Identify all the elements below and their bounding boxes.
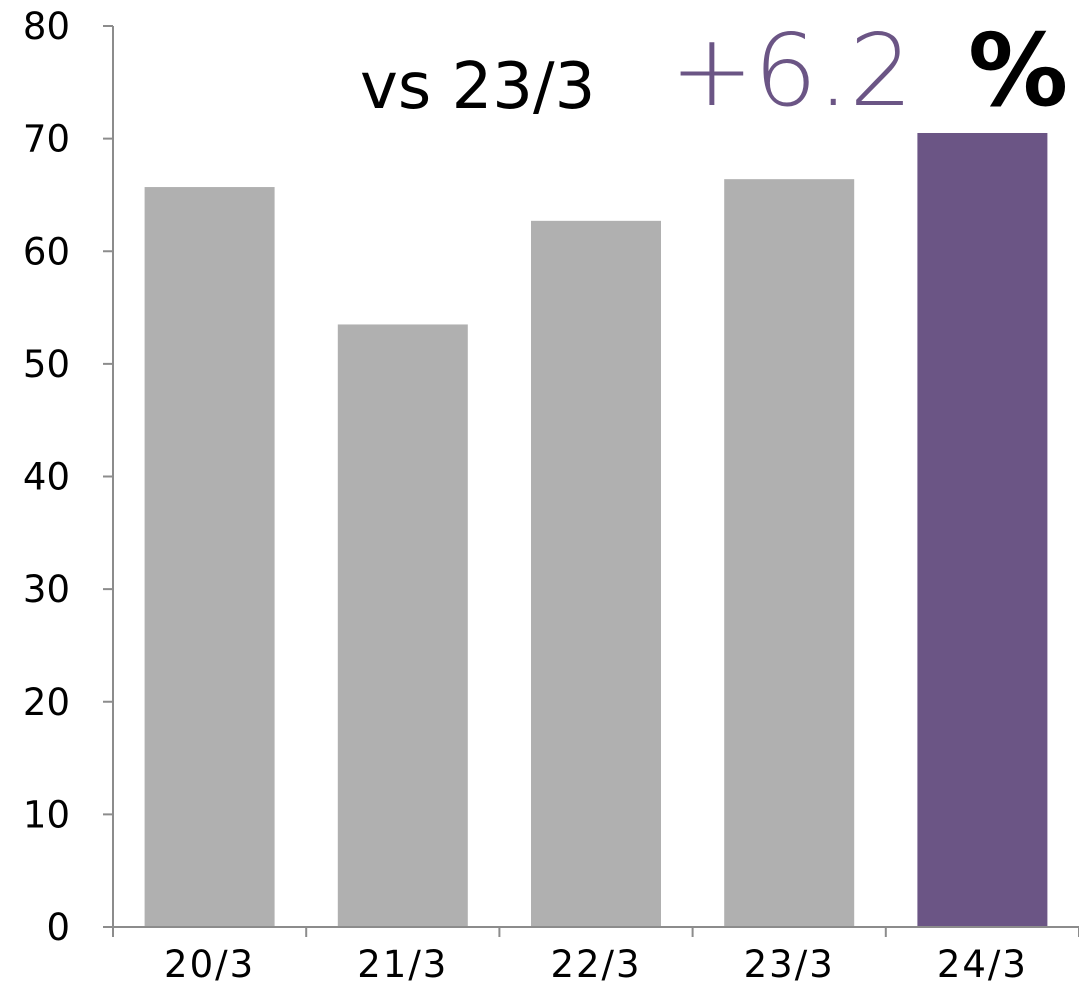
bar-20-3: [144, 187, 275, 927]
change-annotation: vs 23/3 +6.2 %: [360, 12, 1068, 129]
x-tick-label: 21/3: [357, 943, 448, 983]
y-tick-label: 30: [23, 568, 70, 611]
bars-group: [144, 132, 1048, 928]
bar-22-3: [531, 220, 661, 927]
y-tick-label: 70: [23, 118, 70, 161]
y-ticks-group: 0 10 20 30 40 50 60 70 80: [23, 5, 113, 949]
y-tick-label: 40: [23, 456, 70, 499]
annotation-unit: %: [968, 12, 1068, 129]
x-tick-label: 22/3: [550, 943, 641, 983]
y-tick-label: 50: [23, 343, 70, 386]
y-tick-label: 20: [23, 681, 70, 724]
x-tick-label: 24/3: [937, 943, 1028, 983]
y-tick-label: 80: [23, 5, 70, 48]
bar-23-3: [724, 179, 855, 928]
y-tick-label: 0: [46, 906, 70, 949]
annotation-comparison-label: vs 23/3: [360, 50, 595, 124]
x-tick-label: 20/3: [164, 943, 255, 983]
x-tick-label: 23/3: [744, 943, 835, 983]
bar-21-3: [337, 324, 468, 927]
bar-24-3: [917, 132, 1048, 927]
y-tick-label: 60: [23, 230, 70, 273]
x-ticks-group: 20/3 21/3 22/3 23/3 24/3: [112, 927, 1079, 983]
annotation-change-value: +6.2: [670, 12, 913, 129]
y-tick-label: 10: [23, 793, 70, 836]
